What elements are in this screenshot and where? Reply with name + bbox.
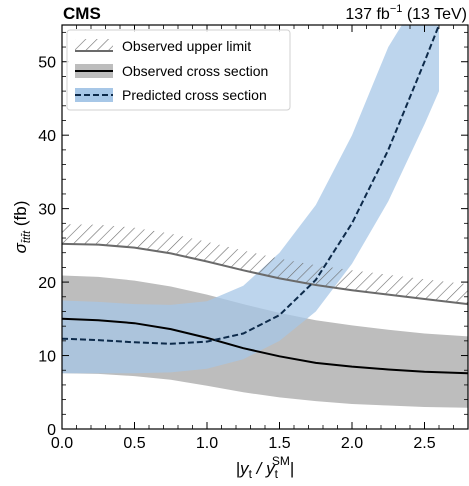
lumi-value: 137 fb: [345, 6, 390, 23]
y-title-unit: (fb): [11, 201, 30, 231]
x-tick-label: 0.5: [123, 435, 145, 452]
x-title-sup2: SM: [272, 454, 290, 468]
y-title-main: σ: [11, 242, 30, 253]
predicted-line: [62, 25, 440, 345]
x-title-pre: |y: [236, 459, 250, 478]
experiment-label: CMS: [63, 4, 101, 23]
y-tick-label: 20: [38, 275, 56, 292]
x-axis-title: |yt / ytSM|: [236, 454, 295, 481]
legend: Observed upper limit Observed cross sect…: [66, 29, 291, 111]
x-tick-label: 1.0: [196, 435, 218, 452]
x-title-sub2: t: [275, 467, 279, 481]
lumi-exponent: −1: [390, 3, 403, 15]
axis-ticks: 0.0 0.5 1.0 1.5 2.0 2.5 0 10 20 30 40 50: [38, 25, 468, 452]
x-tick-label: 1.5: [268, 435, 290, 452]
legend-label-predicted: Predicted cross section: [122, 87, 267, 103]
observed-line: [62, 317, 468, 375]
x-title-post: |: [290, 459, 294, 478]
y-tick-label: 0: [47, 422, 56, 439]
x-title-mid: / y: [252, 459, 276, 478]
legend-frame: [66, 29, 291, 111]
lumi-label: 137 fb−1 (13 TeV): [345, 3, 467, 23]
x-tick-label: 2.5: [413, 435, 435, 452]
y-tick-label: 30: [38, 202, 56, 219]
legend-label-observed: Observed cross section: [122, 63, 268, 79]
predicted-band: [62, 25, 439, 374]
lumi-energy: (13 TeV): [402, 6, 467, 23]
observed-limit-line: [62, 242, 468, 306]
y-tick-label: 10: [38, 349, 56, 366]
y-tick-label: 50: [38, 55, 56, 72]
legend-label-observed-limit: Observed upper limit: [122, 38, 251, 54]
observed-limit-hatch: [62, 224, 468, 305]
y-title-sub: t̄tt̄t: [21, 230, 33, 243]
x-tick-label: 2.0: [341, 435, 363, 452]
y-tick-label: 40: [38, 128, 56, 145]
x-tick-label: 0.0: [51, 435, 73, 452]
plot-area: [62, 25, 468, 408]
x-title-sub1: t: [249, 467, 253, 481]
y-axis-title: σt̄tt̄t (fb): [11, 201, 33, 254]
legend-swatch-observed-limit: [75, 39, 113, 51]
